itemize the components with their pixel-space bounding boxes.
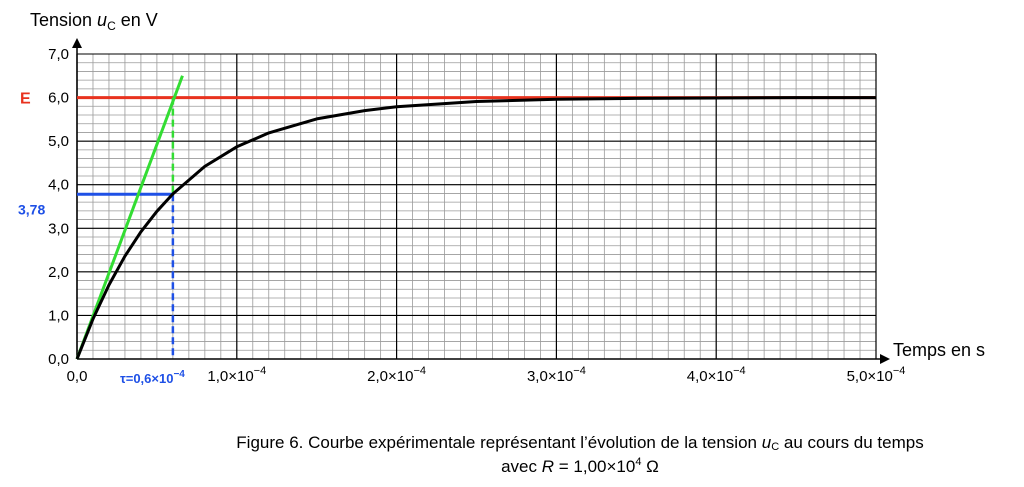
caption-subscript: C — [771, 441, 780, 453]
y-axis-unit: en V — [116, 10, 158, 30]
chart: 0,0 1,0 2,0 3,0 4,0 5,0 6,0 7,0 0,0 1,0×10−4 2,0×1… — [18, 10, 985, 386]
tangent-line — [75, 75, 184, 360]
y-axis-subscript: C — [107, 19, 116, 33]
figure-caption-line-2: avec R = 1,00×104 Ω — [0, 456, 1024, 477]
x-tick-exponent: −4 — [573, 365, 586, 377]
caption-unit: Ω — [641, 457, 659, 476]
caption-exponent: 4 — [635, 456, 642, 468]
caption-text: Figure 6. Courbe expérimentale représent… — [236, 433, 762, 452]
y-tick-label: 0,0 — [48, 351, 69, 368]
label-uc-tau: 3,78 — [18, 201, 45, 217]
y-tick-label: 5,0 — [48, 133, 69, 150]
caption-value: = 1,00×10 — [554, 457, 636, 476]
y-axis-arrow — [72, 38, 82, 48]
x-tick-label: 0,0 — [67, 368, 88, 385]
x-axis-arrow — [880, 354, 890, 364]
figure-caption-line-1: Figure 6. Courbe expérimentale représent… — [0, 433, 1024, 453]
label-tau-exponent: −4 — [173, 369, 185, 380]
y-tick-label: 2,0 — [48, 264, 69, 281]
caption-variable: u — [761, 433, 772, 452]
axis-labels: E 3,78 τ=0,6×10−4 Tension uC en V Temps en s — [18, 10, 985, 386]
y-axis-title: Tension uC en V — [30, 10, 158, 33]
series-layer — [75, 75, 876, 360]
x-tick-label: 3,0×10−4 — [527, 365, 586, 385]
x-tick-exponent: −4 — [733, 365, 746, 377]
y-tick-label: 4,0 — [48, 177, 69, 194]
x-tick-exponent: −4 — [254, 365, 267, 377]
caption-text-end: au cours du temps — [779, 433, 924, 452]
y-tick-label: 7,0 — [48, 46, 69, 63]
x-tick-label: 1,0×10−4 — [207, 365, 266, 385]
label-tau: τ=0,6×10−4 — [120, 369, 185, 386]
y-tick-label: 6,0 — [48, 90, 69, 107]
y-tick-label: 1,0 — [48, 307, 69, 324]
label-E: E — [20, 91, 31, 108]
y-axis-variable: u — [97, 10, 107, 30]
x-tick-label: 4,0×10−4 — [687, 365, 746, 385]
minor-grid — [77, 54, 876, 359]
x-axis-title: Temps en s — [893, 340, 985, 360]
x-tick-exponent: −4 — [413, 365, 426, 377]
x-tick-label: 2,0×10−4 — [367, 365, 426, 385]
caption-variable: R — [541, 457, 555, 476]
caption-text: avec — [501, 457, 542, 476]
y-tick-label: 3,0 — [48, 220, 69, 237]
x-tick-exponent: −4 — [893, 365, 906, 377]
x-tick-label: 5,0×10−4 — [847, 365, 906, 385]
uc-curve — [75, 96, 876, 360]
tick-labels: 0,0 1,0 2,0 3,0 4,0 5,0 6,0 7,0 0,0 1,0×10−4 2,0×1… — [48, 46, 905, 385]
